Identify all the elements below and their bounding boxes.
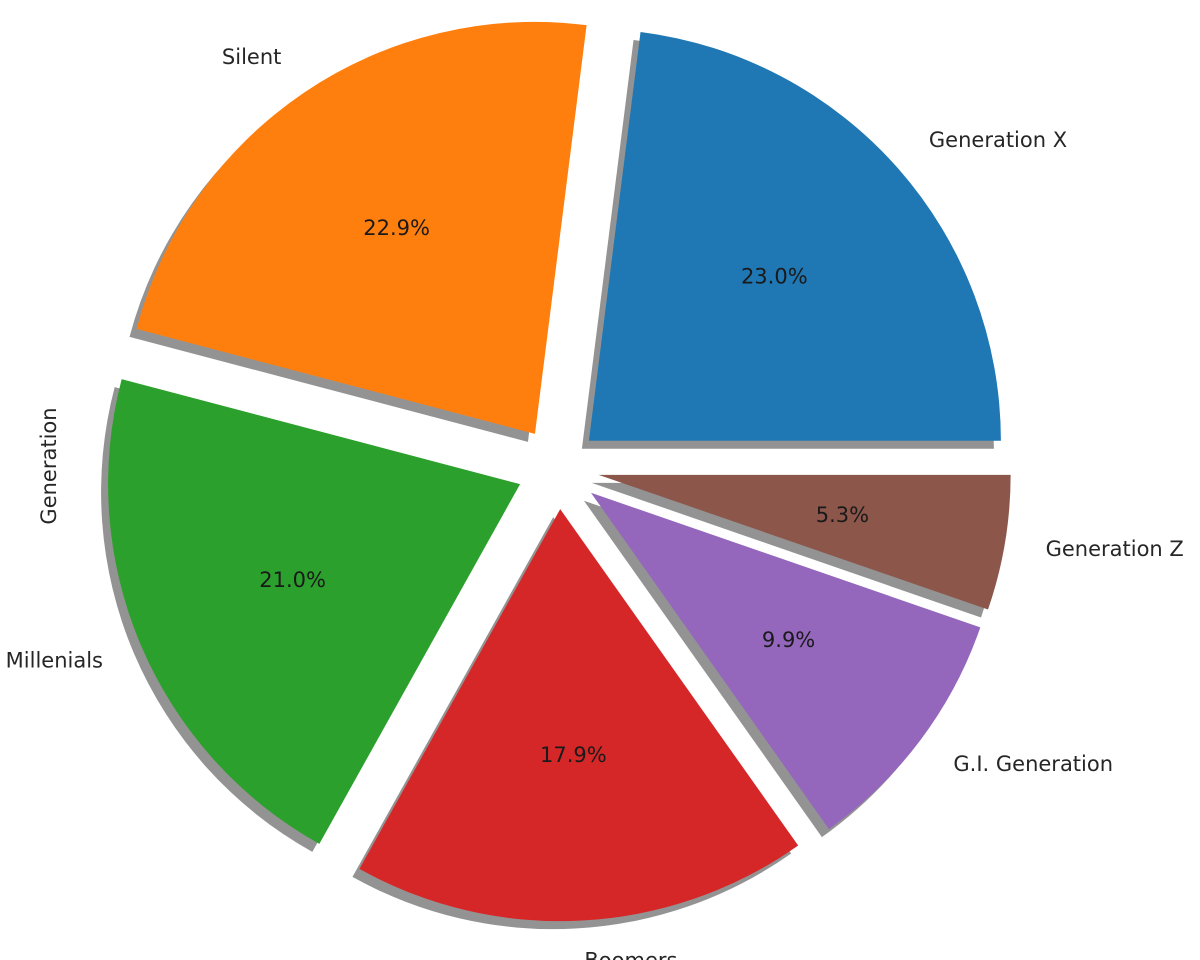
y-axis-label: Generation bbox=[37, 407, 61, 524]
slice-label-generation-x: Generation X bbox=[929, 128, 1067, 152]
slice-label-millenials: Millenials bbox=[6, 649, 103, 673]
pct-label-g-i-generation: 9.9% bbox=[762, 628, 815, 652]
pct-label-generation-z: 5.3% bbox=[816, 503, 869, 527]
slice-label-generation-z: Generation Z bbox=[1046, 537, 1184, 561]
pie-slice-millenials bbox=[108, 379, 521, 844]
pie-slice-boomers bbox=[359, 509, 799, 922]
pie-slice-generation-x bbox=[588, 32, 1001, 441]
pie-slice-silent bbox=[136, 21, 587, 434]
pct-label-millenials: 21.0% bbox=[259, 568, 326, 592]
pct-label-silent: 22.9% bbox=[363, 216, 430, 240]
slice-label-boomers: Boomers bbox=[584, 949, 677, 960]
pie-slice-generation-z bbox=[598, 474, 1011, 610]
pie-slice-g-i-generation bbox=[590, 492, 981, 830]
slice-label-g-i-generation: G.I. Generation bbox=[953, 752, 1113, 776]
slice-label-silent: Silent bbox=[222, 45, 281, 69]
slice-layer bbox=[108, 21, 1011, 922]
pct-label-boomers: 17.9% bbox=[540, 743, 607, 767]
pct-label-generation-x: 23.0% bbox=[741, 264, 808, 288]
label-layer: 23.0% Generation X 22.9% Silent 21.0% Milleni… bbox=[6, 45, 1184, 960]
